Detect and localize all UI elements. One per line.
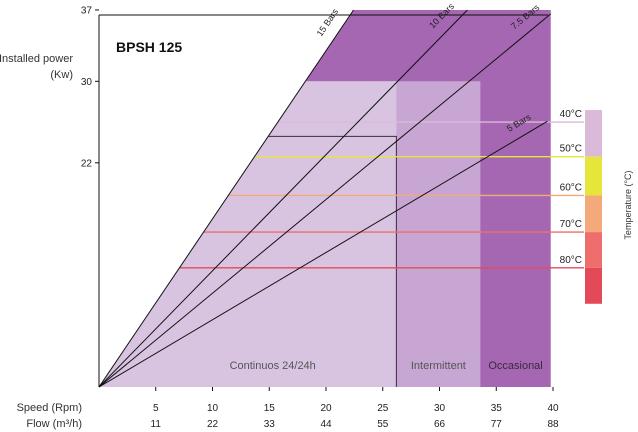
x-tick-label-speed: 40 (547, 403, 559, 414)
right-axis-label: Temperature (°C) (623, 170, 633, 239)
axes: 22 30 37 5 11 10 22 15 33 20 44 25 55 30 66 35 77 40 88 (81, 5, 559, 430)
x-tick-label-flow: 33 (264, 419, 276, 430)
temperature-bar: 40°C 50°C 60°C 70°C 80°C (560, 109, 602, 304)
x-tick-label-flow: 11 (151, 419, 162, 430)
chart-title: BPSH 125 (116, 39, 182, 55)
temperature-label: 70°C (560, 219, 582, 230)
power-limit-line (268, 135, 397, 387)
x-tick-label-speed: 5 (153, 403, 159, 414)
temperature-label: 80°C (560, 255, 582, 266)
x-tick-label-flow: 44 (320, 419, 332, 430)
x-tick-label-flow: 22 (207, 419, 219, 430)
x-tick-label-speed: 20 (320, 403, 332, 414)
y-axis-unit: (Kw) (50, 69, 73, 81)
x-tick-label-speed: 30 (434, 403, 446, 414)
pressure-line (98, 13, 552, 388)
x-tick-label-flow: 88 (547, 419, 559, 430)
temperature-label: 40°C (560, 109, 582, 120)
temperature-label: 50°C (560, 144, 582, 155)
temperature-label: 60°C (560, 182, 582, 193)
region-label-intermittent: Intermittent (411, 360, 466, 372)
region-label-continuous: Continuos 24/24h (230, 360, 316, 372)
x-tick-label-speed: 10 (207, 403, 219, 414)
chart-text: BPSH 125 Installed power (Kw) Speed (Rpm… (0, 39, 633, 430)
temperature-bar-segment (585, 232, 602, 268)
x-axis-label-speed: Speed (Rpm) (17, 402, 82, 414)
x-tick-label-flow: 66 (434, 419, 446, 430)
operating-regions (99, 9, 551, 388)
x-tick-label-flow: 77 (491, 419, 503, 430)
region-label-occasional: Occasional (488, 360, 542, 372)
temperature-bar-segment (585, 267, 602, 304)
x-tick-label-speed: 15 (264, 403, 276, 414)
y-tick-label: 30 (81, 77, 93, 88)
pressure-line (98, 9, 354, 388)
x-tick-label-speed: 35 (491, 403, 503, 414)
temperature-bar-segment (585, 110, 602, 157)
x-axis-label-flow: Flow (m³/h) (26, 418, 82, 430)
y-tick-label: 37 (81, 5, 93, 16)
x-tick-label-flow: 55 (377, 419, 389, 430)
x-tick-label-speed: 25 (377, 403, 389, 414)
temperature-bar-segment (585, 156, 602, 196)
y-axis-label: Installed power (0, 53, 73, 65)
pressure-line (98, 9, 468, 388)
pressure-line-label: 15 Bars (315, 6, 341, 38)
y-tick-label: 22 (81, 158, 93, 169)
pressure-line (98, 120, 548, 388)
temperature-bar-segment (585, 195, 602, 233)
